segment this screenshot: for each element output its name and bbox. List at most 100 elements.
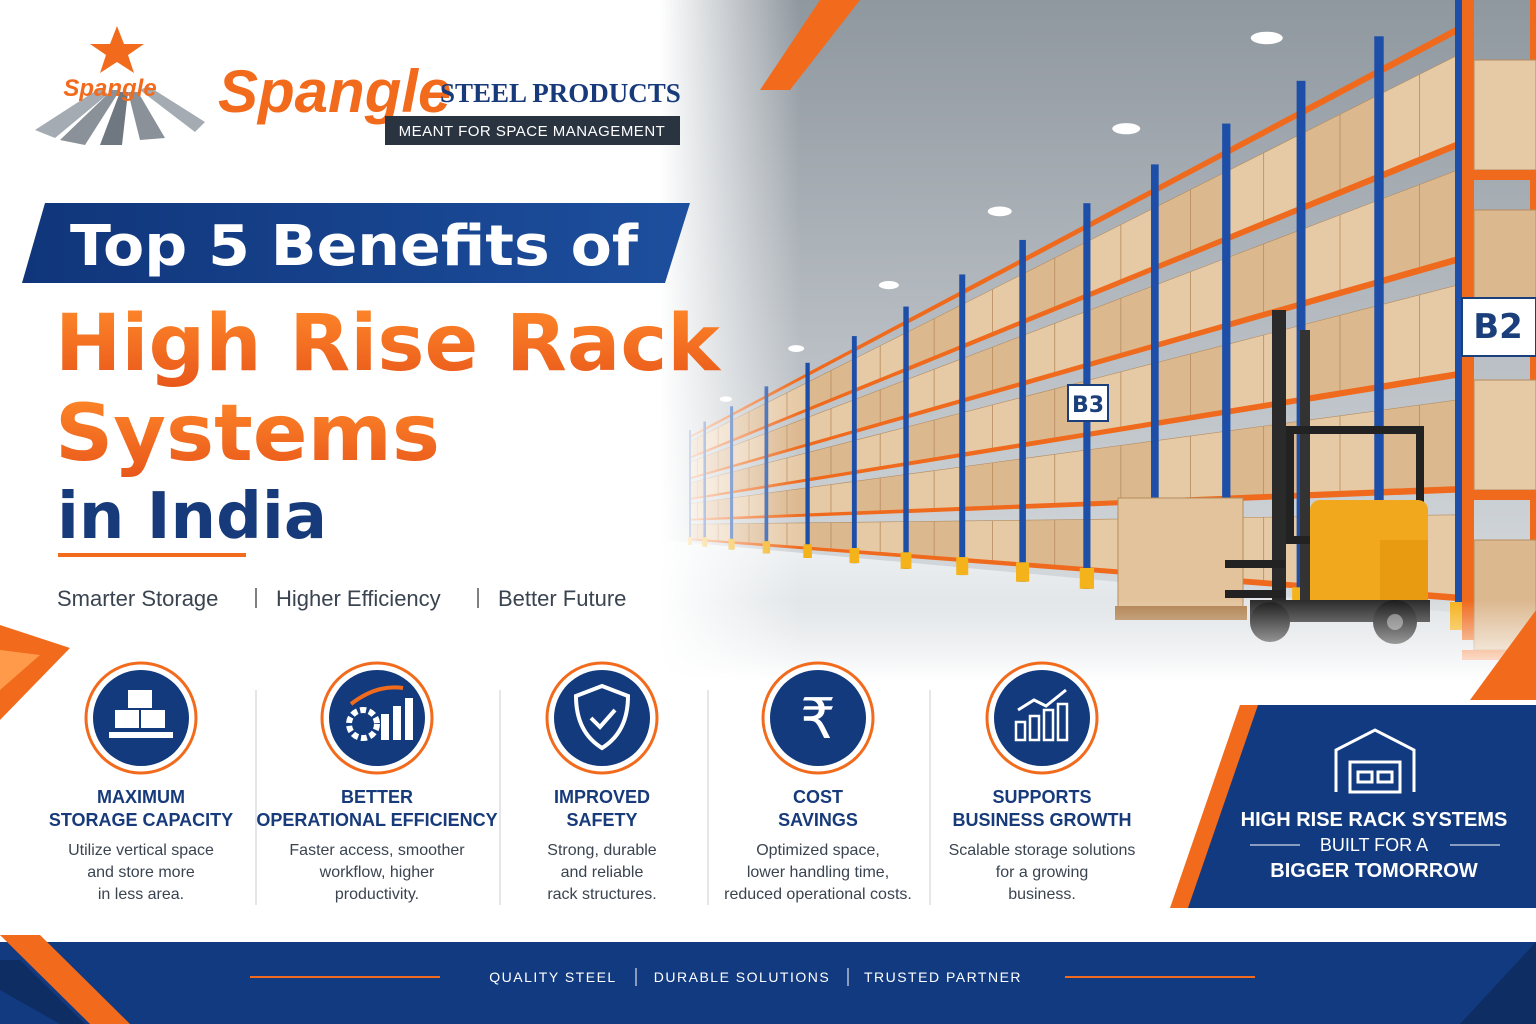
rack-beam — [905, 506, 963, 514]
rack-beam — [905, 344, 963, 372]
icon-part — [346, 707, 380, 741]
benefit-description: Scalable storage solutions — [949, 842, 1136, 859]
callout-line: BUILT FOR A — [1320, 835, 1428, 855]
callout: HIGH RISE RACK SYSTEMS BUILT FOR A BIGGE… — [1170, 705, 1536, 908]
rack-beam — [1086, 421, 1156, 438]
rack-beam — [1377, 25, 1462, 75]
rack-beam — [1086, 343, 1156, 368]
rack-beam — [1022, 501, 1087, 509]
icon-part — [589, 708, 617, 730]
icon-part — [141, 710, 165, 728]
benefit: IMPROVED SAFETY Strong, durable and reliabl… — [545, 661, 659, 903]
rack-label-text: B3 — [1072, 393, 1104, 418]
rack-beam — [807, 511, 855, 517]
icon-part — [381, 714, 389, 740]
rack-upright — [1150, 164, 1159, 597]
boxes — [1473, 59, 1536, 171]
rack-upright — [1019, 239, 1026, 582]
benefit: MAXIMUM STORAGE CAPACITY Utilize vertical … — [49, 661, 233, 903]
icon-disc — [994, 670, 1090, 766]
rack-beam — [1225, 301, 1302, 329]
rack-beam — [961, 319, 1024, 349]
rack-upright — [959, 274, 966, 576]
rack-beam — [961, 381, 1024, 403]
rack-beam — [807, 546, 855, 554]
rack-beam — [1462, 490, 1536, 500]
warehouse-photo: B3 B2 — [660, 0, 1536, 680]
icon-part — [393, 706, 401, 740]
benefit-description: in less area. — [98, 886, 184, 903]
rack-upright — [1455, 0, 1465, 630]
rack-beam — [1377, 140, 1462, 180]
rack-beam — [1299, 68, 1381, 116]
rack-beam — [806, 348, 856, 376]
rack-beam — [1299, 173, 1381, 212]
fade — [660, 0, 800, 680]
rack-beam — [1085, 265, 1156, 299]
rack-beam — [1021, 362, 1088, 386]
rack-beam — [961, 258, 1024, 295]
warehouse-icon — [1334, 728, 1416, 794]
slogan: MEANT FOR SPACE MANAGEMENT — [399, 123, 666, 140]
benefits: MAXIMUM STORAGE CAPACITY Utilize vertical … — [49, 661, 1136, 905]
rack-beam — [1225, 205, 1303, 242]
benefit-description: rack structures. — [547, 886, 656, 903]
headline-banner — [22, 203, 690, 283]
icon-part — [349, 685, 404, 706]
icon-part — [115, 710, 139, 728]
rack-guard — [1016, 562, 1030, 582]
rack-beam — [1462, 170, 1536, 180]
rack-beam — [1153, 149, 1228, 193]
accent — [0, 625, 70, 720]
footer-item: TRUSTED PARTNER — [864, 969, 1022, 985]
callout-line: HIGH RISE RACK SYSTEMS — [1241, 809, 1508, 831]
rack-beam — [1153, 236, 1228, 271]
rack-label-text: B2 — [1473, 307, 1523, 347]
rack-beam — [1300, 278, 1380, 308]
benefit-description: Faster access, smoother — [289, 842, 465, 859]
footer-item: QUALITY STEEL — [489, 969, 616, 985]
benefit: ₹ COST SAVINGS Optimized space, lower handli… — [724, 661, 912, 903]
benefit-description: and store more — [87, 864, 195, 881]
rack-beam — [1085, 188, 1157, 229]
rack-beam — [1022, 562, 1088, 572]
rack-upright — [903, 306, 909, 569]
rack-beam — [962, 557, 1023, 567]
footer-item: DURABLE SOLUTIONS — [654, 969, 830, 985]
rack-beam — [853, 367, 907, 393]
rack-beam — [1021, 293, 1088, 325]
rack-beam — [807, 470, 855, 482]
headline-line: Systems — [55, 389, 440, 479]
rack-beam — [854, 549, 907, 558]
logo: Spangle — [35, 26, 205, 145]
rack-guard — [900, 552, 912, 569]
footer: QUALITY STEEL DURABLE SOLUTIONS TRUSTED … — [0, 935, 1536, 1024]
rack-guard — [1079, 567, 1095, 589]
benefit-description: workflow, higher — [319, 864, 435, 881]
accent — [1470, 610, 1536, 700]
tagline: Smarter Storage — [57, 586, 218, 611]
rack-beam — [853, 320, 907, 352]
icon-part — [1056, 702, 1069, 742]
rack-beam — [1378, 255, 1461, 286]
rack-beam — [806, 389, 855, 412]
icon-part — [109, 732, 173, 738]
benefit-title: BUSINESS GROWTH — [952, 810, 1131, 830]
rack-beam — [905, 398, 963, 419]
rack-beam — [807, 429, 855, 447]
rack-beam — [854, 509, 907, 516]
icon-part — [1014, 720, 1027, 742]
benefit-title: BETTER — [341, 787, 413, 807]
rack-beam — [1300, 384, 1380, 403]
benefit-title: MAXIMUM — [97, 787, 185, 807]
ceiling-light — [878, 280, 899, 290]
rack-guard — [956, 557, 969, 576]
icon-part — [405, 698, 413, 740]
ceiling-light — [1250, 31, 1283, 45]
rack-beam — [1378, 370, 1461, 391]
benefit-description: reduced operational costs. — [724, 886, 912, 903]
icon-symbol: ₹ — [800, 687, 836, 752]
rack-beam — [961, 442, 1023, 457]
benefit-description: for a growing — [996, 864, 1089, 881]
